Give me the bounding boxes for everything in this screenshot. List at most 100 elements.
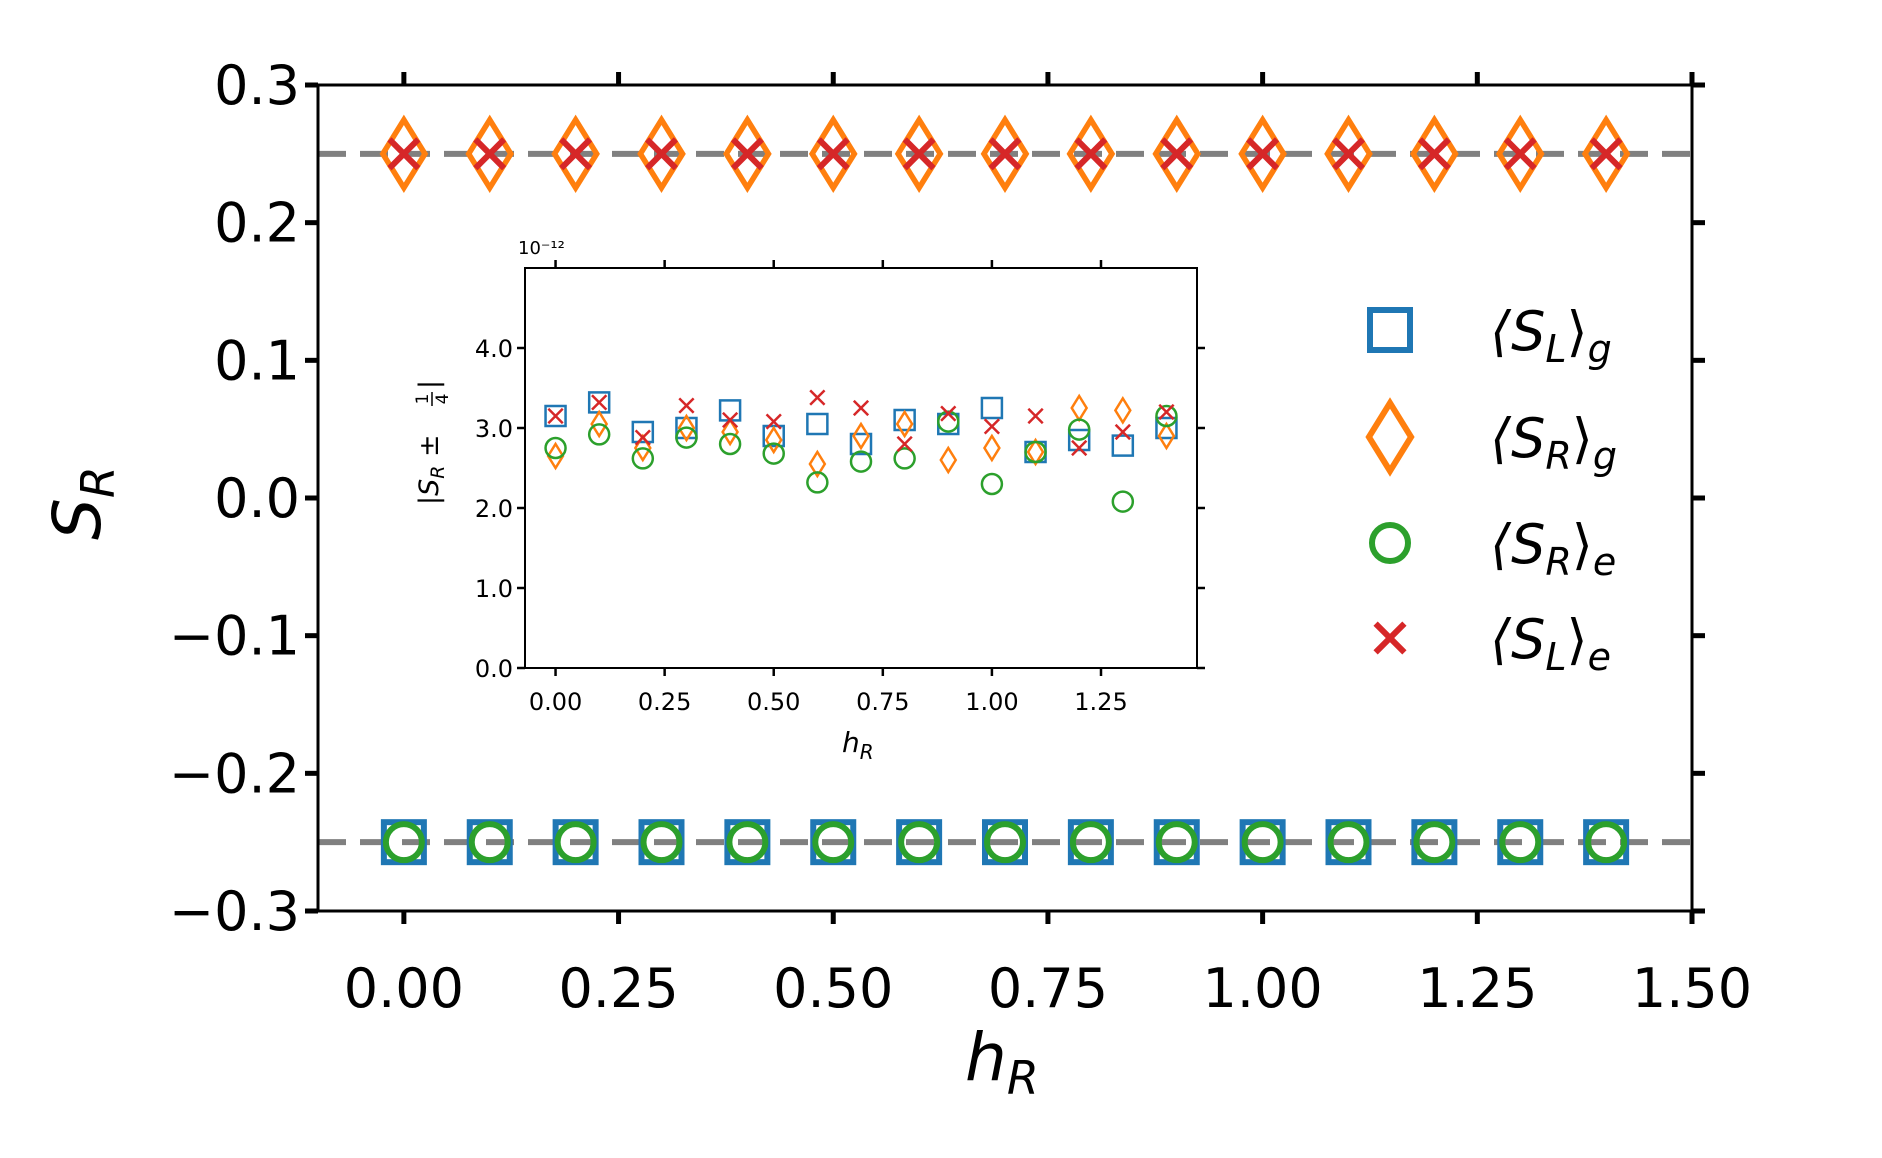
- main-point-circle-0: [382, 821, 425, 864]
- main-xtick-label-4: 1.00: [1203, 957, 1323, 1020]
- main-point-circle-8: [1069, 821, 1112, 864]
- inset-point-circle-12: [1067, 418, 1091, 441]
- inset-point-circle-5: [762, 442, 785, 465]
- main-point-x-3: [644, 137, 679, 171]
- inset-data-points: [544, 389, 1178, 513]
- inset-point-square-10: [980, 396, 1004, 420]
- inset-x-label-sub: R: [860, 740, 874, 764]
- main-ytick-label-3: 0.0: [214, 467, 300, 530]
- inset-point-diamond-5: [764, 425, 783, 455]
- inset-point-x-2: [634, 429, 651, 446]
- legend-marker-diamond: [1365, 397, 1415, 477]
- inset-point-x-10: [983, 418, 1000, 435]
- inset-plot-frame: [524, 267, 1198, 669]
- legend-label-sub2: g: [1588, 327, 1612, 371]
- main-y-tick-labels: 0.3 0.2 0.1 0.0 −0.1 −0.2 −0.3: [169, 54, 300, 943]
- main-xtick-label-1: 0.25: [558, 957, 678, 1020]
- inset-point-x-14: [1158, 403, 1175, 421]
- inset-xtick-label-4: 1.00: [965, 688, 1018, 716]
- main-point-x-8: [1074, 137, 1108, 171]
- inset-point-circle-9: [937, 410, 960, 433]
- inset-point-circle-11: [1024, 440, 1047, 464]
- main-ytick-label-4: −0.1: [169, 605, 300, 668]
- main-xtick-label-3: 0.75: [988, 957, 1108, 1020]
- inset-point-x-12: [1071, 439, 1088, 457]
- inset-point-circle-6: [806, 471, 829, 494]
- legend-label-sub: L: [1545, 327, 1566, 371]
- inset-point-x-7: [852, 399, 870, 417]
- inset-y-label-frac-den: 4: [433, 394, 453, 405]
- inset-point-x-6: [809, 389, 826, 406]
- main-point-circle-12: [1413, 821, 1456, 864]
- inset-point-x-4: [722, 411, 739, 429]
- inset-point-circle-14: [1155, 404, 1178, 428]
- main-x-label-base: h: [965, 1019, 1007, 1096]
- inset-point-circle-2: [631, 447, 655, 470]
- inset-point-square-2: [631, 420, 655, 444]
- legend: ⟨SL⟩g⟨SR⟩g⟨SR⟩e⟨SL⟩e: [1365, 300, 1617, 679]
- legend-label-close: ⟩: [1572, 513, 1593, 576]
- inset-point-diamond-8: [895, 409, 914, 439]
- inset-point-x-3: [678, 397, 695, 414]
- main-y-label-sub: R: [71, 466, 125, 498]
- inset-xtick-label-2: 0.50: [747, 688, 800, 716]
- main-data-points: [379, 114, 1631, 866]
- legend-label-sub2: e: [1593, 540, 1616, 584]
- main-ticks: [305, 72, 1705, 924]
- inset-point-circle-3: [675, 426, 698, 449]
- inset-point-diamond-0: [546, 441, 565, 471]
- legend-label-sub: R: [1545, 540, 1571, 584]
- legend-label-sub2: e: [1588, 635, 1611, 679]
- legend-label-2: ⟨SR⟩e: [1490, 513, 1616, 584]
- inset-point-diamond-10: [982, 433, 1001, 463]
- inset-y-tick-labels: 0.0 1.0 2.0 3.0 4.0: [475, 335, 513, 683]
- inset-ytick-label-2: 2.0: [475, 495, 513, 523]
- inset-point-diamond-14: [1157, 421, 1176, 451]
- main-point-x-11: [1331, 137, 1366, 171]
- inset-point-circle-7: [849, 450, 873, 473]
- inset-ytick-label-3: 3.0: [475, 415, 513, 443]
- inset-point-square-12: [1067, 428, 1091, 452]
- inset-point-diamond-6: [808, 449, 827, 479]
- inset-point-diamond-3: [677, 413, 696, 443]
- main-point-circle-2: [554, 821, 597, 864]
- inset-y-axis-label: |SR ± 1 4 |: [413, 380, 453, 505]
- main-point-circle-13: [1499, 821, 1542, 864]
- legend-label-close: ⟩: [1567, 300, 1588, 363]
- inset-point-x-5: [765, 413, 782, 430]
- main-point-x-5: [816, 137, 850, 171]
- inset-xtick-label-0: 0.00: [529, 688, 582, 716]
- inset-xtick-label-3: 0.75: [856, 688, 909, 716]
- legend-label-close: ⟩: [1572, 407, 1593, 470]
- inset-point-circle-8: [893, 447, 916, 470]
- main-point-circle-3: [640, 821, 683, 864]
- legend-label-base: ⟨S: [1490, 513, 1545, 576]
- inset-point-square-14: [1155, 416, 1178, 440]
- legend-marker-circle: [1369, 522, 1411, 564]
- main-xtick-label-6: 1.50: [1632, 957, 1752, 1020]
- main-point-x-14: [1589, 137, 1623, 171]
- main-y-label-base: S: [39, 498, 116, 540]
- main-point-x-1: [473, 137, 507, 171]
- main-point-x-12: [1417, 137, 1451, 171]
- main-point-x-6: [902, 137, 936, 171]
- inset-point-square-0: [544, 404, 567, 428]
- inset-point-x-0: [547, 407, 564, 425]
- legend-label-1: ⟨SR⟩g: [1490, 407, 1617, 478]
- inset-point-x-9: [940, 405, 957, 422]
- main-point-circle-5: [812, 821, 855, 864]
- legend-label-base: ⟨S: [1490, 300, 1545, 363]
- inset-x-label-base: h: [842, 726, 860, 759]
- legend-label-close: ⟩: [1567, 608, 1588, 671]
- main-xtick-label-2: 0.50: [773, 957, 893, 1020]
- main-point-circle-11: [1327, 821, 1370, 864]
- inset-point-diamond-9: [939, 445, 958, 475]
- main-point-circle-7: [984, 821, 1026, 864]
- legend-label-base: ⟨S: [1490, 407, 1545, 470]
- inset-point-circle-1: [587, 423, 611, 446]
- inset-ytick-label-0: 0.0: [475, 655, 513, 683]
- legend-label-3: ⟨SL⟩e: [1490, 608, 1611, 679]
- inset-point-circle-10: [980, 472, 1004, 496]
- inset-x-axis-label: hR: [842, 726, 874, 764]
